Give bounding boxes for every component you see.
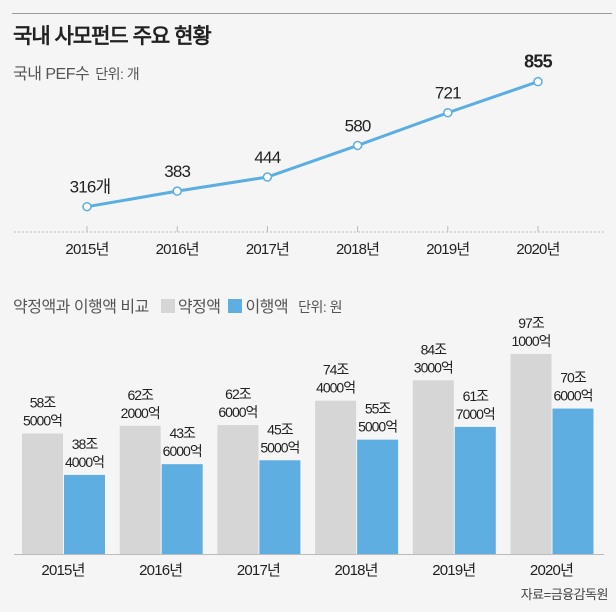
x-tick-label: 2017년 — [237, 562, 280, 579]
bar-value-label: 5000억 — [23, 412, 62, 428]
x-tick-label: 2019년 — [432, 562, 475, 579]
legend-label-commitment: 약정액 — [177, 299, 221, 316]
data-label: 855 — [524, 52, 552, 72]
bar-value-label: 62조 — [225, 386, 252, 402]
legend-swatch-execution — [228, 299, 243, 313]
data-label: 580 — [345, 116, 371, 135]
commitment-bar — [510, 353, 552, 554]
data-label: 316개 — [70, 178, 111, 197]
bar-value-label: 4000억 — [65, 454, 104, 470]
bar-value-label: 5000억 — [358, 419, 397, 435]
bar-value-label: 7000억 — [456, 406, 495, 422]
x-tick-label: 2016년 — [139, 562, 182, 579]
bar-value-label: 45조 — [267, 421, 294, 437]
bar-value-label: 38조 — [72, 436, 99, 452]
data-point — [352, 140, 363, 151]
line-chart-title: 국내 PEF수 — [13, 66, 90, 83]
bar-chart-unit: 단위: 원 — [298, 299, 342, 315]
bar-value-label: 70조 — [560, 370, 587, 386]
x-tick-label: 2018년 — [335, 562, 378, 579]
bar-value-label: 4000억 — [316, 380, 355, 396]
execution-bar — [161, 464, 203, 554]
data-point — [262, 172, 273, 182]
x-tick-label: 2015년 — [65, 241, 108, 258]
commitment-bar — [119, 425, 161, 554]
pef-count-line — [86, 80, 539, 209]
bar-value-label: 61조 — [463, 388, 490, 404]
execution-bar — [64, 474, 105, 554]
bar-value-label: 3000억 — [414, 359, 453, 375]
execution-bar — [259, 460, 301, 554]
legend-swatch-commitment — [160, 299, 175, 313]
bar-value-label: 6000억 — [218, 404, 257, 420]
bar-value-label: 6000억 — [163, 443, 202, 459]
execution-bar — [357, 439, 399, 554]
bar-value-label: 74조 — [323, 362, 350, 378]
source-note: 자료=금융감독원 — [520, 587, 609, 602]
x-tick-label: 2020년 — [530, 562, 573, 579]
x-tick-label: 2018년 — [336, 241, 379, 258]
x-tick-label: 2020년 — [516, 241, 559, 258]
data-point — [172, 186, 182, 196]
data-point — [443, 107, 453, 118]
bar-value-label: 1000억 — [511, 333, 550, 349]
commitment-bar — [217, 425, 259, 554]
bar-value-label: 62조 — [127, 387, 154, 403]
bar-value-label: 5000억 — [260, 439, 299, 455]
bar-chart-header: 약정액과 이행액 비교 약정액 이행액 단위: 원 — [13, 293, 342, 317]
legend-label-execution: 이행액 — [245, 299, 289, 316]
bar-value-label: 97조 — [518, 315, 545, 331]
data-label: 721 — [435, 84, 461, 103]
commitment-bar — [22, 433, 63, 554]
page-title: 국내 사모펀드 주요 현황 — [13, 25, 212, 48]
data-point — [82, 201, 92, 212]
data-point — [533, 76, 543, 87]
bar-value-label: 6000억 — [553, 388, 592, 404]
line-chart-unit: 단위: 개 — [95, 66, 140, 82]
bar-chart-title: 약정액과 이행액 비교 — [13, 299, 149, 316]
data-label: 383 — [164, 162, 190, 181]
line-chart-header: 국내 PEF수 단위: 개 — [13, 60, 140, 84]
commitment-bar — [315, 400, 357, 554]
bar-value-label: 84조 — [421, 341, 448, 357]
x-tick-label: 2015년 — [41, 562, 84, 579]
commitment-bar — [412, 380, 454, 554]
data-label: 444 — [254, 148, 280, 167]
execution-bar — [552, 408, 594, 554]
bar-value-label: 58조 — [30, 394, 57, 410]
bar-value-label: 2000억 — [121, 405, 160, 421]
x-tick-label: 2019년 — [426, 241, 469, 258]
top-divider — [12, 13, 612, 14]
bar-value-label: 55조 — [365, 401, 392, 417]
x-tick-label: 2017년 — [246, 241, 289, 258]
bar-value-label: 43조 — [169, 425, 196, 441]
execution-bar — [454, 426, 496, 554]
x-tick-label: 2016년 — [156, 241, 199, 258]
